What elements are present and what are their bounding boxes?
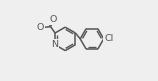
Text: Cl: Cl xyxy=(104,34,113,43)
Text: O: O xyxy=(49,15,56,24)
Text: N: N xyxy=(52,40,59,49)
Text: O: O xyxy=(36,23,44,32)
